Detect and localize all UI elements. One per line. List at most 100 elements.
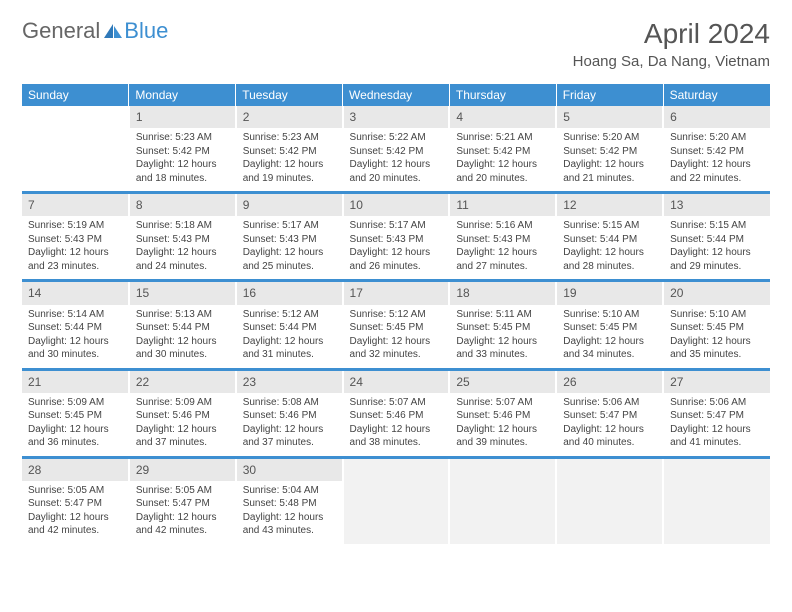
- calendar-cell: 4Sunrise: 5:21 AMSunset: 5:42 PMDaylight…: [449, 106, 556, 193]
- daylight-text-2: and 33 minutes.: [456, 348, 549, 362]
- daylight-text-2: and 24 minutes.: [136, 260, 229, 274]
- sunrise-text: Sunrise: 5:15 AM: [670, 219, 764, 233]
- calendar-cell: 21Sunrise: 5:09 AMSunset: 5:45 PMDayligh…: [22, 369, 129, 457]
- calendar-cell: [22, 106, 129, 193]
- daylight-text-1: Daylight: 12 hours: [563, 158, 656, 172]
- sunset-text: Sunset: 5:43 PM: [28, 233, 122, 247]
- sunrise-text: Sunrise: 5:07 AM: [456, 396, 549, 410]
- day-body: Sunrise: 5:11 AMSunset: 5:45 PMDaylight:…: [450, 305, 555, 368]
- sunset-text: Sunset: 5:47 PM: [670, 409, 764, 423]
- day-header-monday: Monday: [129, 84, 236, 106]
- calendar-cell: 25Sunrise: 5:07 AMSunset: 5:46 PMDayligh…: [449, 369, 556, 457]
- daylight-text-2: and 26 minutes.: [350, 260, 443, 274]
- calendar-cell: 10Sunrise: 5:17 AMSunset: 5:43 PMDayligh…: [343, 193, 450, 281]
- sunrise-text: Sunrise: 5:11 AM: [456, 308, 549, 322]
- sunrise-text: Sunrise: 5:17 AM: [243, 219, 336, 233]
- sunrise-text: Sunrise: 5:06 AM: [670, 396, 764, 410]
- sunset-text: Sunset: 5:44 PM: [563, 233, 656, 247]
- day-body: Sunrise: 5:17 AMSunset: 5:43 PMDaylight:…: [344, 216, 449, 279]
- calendar-cell: 30Sunrise: 5:04 AMSunset: 5:48 PMDayligh…: [236, 457, 343, 544]
- calendar-row: 1Sunrise: 5:23 AMSunset: 5:42 PMDaylight…: [22, 106, 770, 193]
- calendar-cell: [663, 457, 770, 544]
- day-number: 1: [130, 106, 235, 128]
- sunrise-text: Sunrise: 5:23 AM: [243, 131, 336, 145]
- daylight-text-1: Daylight: 12 hours: [243, 511, 336, 525]
- logo: General Blue: [22, 18, 168, 44]
- daylight-text-2: and 43 minutes.: [243, 524, 336, 538]
- sunset-text: Sunset: 5:44 PM: [136, 321, 229, 335]
- day-body: Sunrise: 5:21 AMSunset: 5:42 PMDaylight:…: [450, 128, 555, 191]
- day-number: 21: [22, 371, 128, 393]
- sunset-text: Sunset: 5:46 PM: [136, 409, 229, 423]
- day-body: Sunrise: 5:10 AMSunset: 5:45 PMDaylight:…: [664, 305, 770, 368]
- daylight-text-1: Daylight: 12 hours: [456, 335, 549, 349]
- daylight-text-1: Daylight: 12 hours: [28, 511, 122, 525]
- calendar-cell: 13Sunrise: 5:15 AMSunset: 5:44 PMDayligh…: [663, 193, 770, 281]
- calendar-cell: 1Sunrise: 5:23 AMSunset: 5:42 PMDaylight…: [129, 106, 236, 193]
- sunset-text: Sunset: 5:47 PM: [563, 409, 656, 423]
- day-body: Sunrise: 5:19 AMSunset: 5:43 PMDaylight:…: [22, 216, 128, 279]
- day-number: 3: [344, 106, 449, 128]
- calendar-cell: 14Sunrise: 5:14 AMSunset: 5:44 PMDayligh…: [22, 281, 129, 369]
- sail-icon: [102, 22, 124, 40]
- sunrise-text: Sunrise: 5:08 AM: [243, 396, 336, 410]
- sunset-text: Sunset: 5:45 PM: [563, 321, 656, 335]
- daylight-text-2: and 32 minutes.: [350, 348, 443, 362]
- logo-text-blue: Blue: [124, 18, 168, 44]
- day-number: 27: [664, 371, 770, 393]
- daylight-text-1: Daylight: 12 hours: [350, 158, 443, 172]
- sunset-text: Sunset: 5:45 PM: [670, 321, 764, 335]
- sunrise-text: Sunrise: 5:10 AM: [563, 308, 656, 322]
- sunrise-text: Sunrise: 5:05 AM: [28, 484, 122, 498]
- sunset-text: Sunset: 5:43 PM: [243, 233, 336, 247]
- location: Hoang Sa, Da Nang, Vietnam: [573, 53, 770, 70]
- calendar-cell: 20Sunrise: 5:10 AMSunset: 5:45 PMDayligh…: [663, 281, 770, 369]
- sunrise-text: Sunrise: 5:07 AM: [350, 396, 443, 410]
- daylight-text-1: Daylight: 12 hours: [136, 335, 229, 349]
- calendar-cell: [449, 457, 556, 544]
- day-body: Sunrise: 5:09 AMSunset: 5:46 PMDaylight:…: [130, 393, 235, 456]
- calendar-table: Sunday Monday Tuesday Wednesday Thursday…: [22, 84, 770, 544]
- calendar-cell: 9Sunrise: 5:17 AMSunset: 5:43 PMDaylight…: [236, 193, 343, 281]
- daylight-text-1: Daylight: 12 hours: [136, 158, 229, 172]
- day-number: 30: [237, 459, 342, 481]
- calendar-cell: 12Sunrise: 5:15 AMSunset: 5:44 PMDayligh…: [556, 193, 663, 281]
- daylight-text-2: and 37 minutes.: [136, 436, 229, 450]
- day-number: 11: [450, 194, 555, 216]
- sunset-text: Sunset: 5:46 PM: [350, 409, 443, 423]
- daylight-text-2: and 25 minutes.: [243, 260, 336, 274]
- daylight-text-1: Daylight: 12 hours: [350, 246, 443, 260]
- calendar-cell: 29Sunrise: 5:05 AMSunset: 5:47 PMDayligh…: [129, 457, 236, 544]
- day-header-wednesday: Wednesday: [343, 84, 450, 106]
- daylight-text-1: Daylight: 12 hours: [350, 423, 443, 437]
- daylight-text-2: and 20 minutes.: [456, 172, 549, 186]
- sunset-text: Sunset: 5:44 PM: [28, 321, 122, 335]
- day-number: 16: [237, 282, 342, 304]
- daylight-text-1: Daylight: 12 hours: [670, 246, 764, 260]
- daylight-text-1: Daylight: 12 hours: [563, 246, 656, 260]
- day-number: 20: [664, 282, 770, 304]
- daylight-text-2: and 35 minutes.: [670, 348, 764, 362]
- sunset-text: Sunset: 5:42 PM: [563, 145, 656, 159]
- calendar-row: 14Sunrise: 5:14 AMSunset: 5:44 PMDayligh…: [22, 281, 770, 369]
- day-number: 29: [130, 459, 235, 481]
- daylight-text-2: and 19 minutes.: [243, 172, 336, 186]
- daylight-text-1: Daylight: 12 hours: [243, 246, 336, 260]
- daylight-text-2: and 36 minutes.: [28, 436, 122, 450]
- daylight-text-2: and 34 minutes.: [563, 348, 656, 362]
- daylight-text-2: and 38 minutes.: [350, 436, 443, 450]
- sunset-text: Sunset: 5:42 PM: [136, 145, 229, 159]
- day-number: 24: [344, 371, 449, 393]
- daylight-text-2: and 22 minutes.: [670, 172, 764, 186]
- day-header-sunday: Sunday: [22, 84, 129, 106]
- daylight-text-2: and 30 minutes.: [136, 348, 229, 362]
- day-number: 13: [664, 194, 770, 216]
- sunset-text: Sunset: 5:46 PM: [243, 409, 336, 423]
- sunrise-text: Sunrise: 5:18 AM: [136, 219, 229, 233]
- daylight-text-1: Daylight: 12 hours: [456, 158, 549, 172]
- sunrise-text: Sunrise: 5:09 AM: [136, 396, 229, 410]
- day-number: 4: [450, 106, 555, 128]
- day-body: Sunrise: 5:06 AMSunset: 5:47 PMDaylight:…: [557, 393, 662, 456]
- daylight-text-1: Daylight: 12 hours: [456, 423, 549, 437]
- day-header-thursday: Thursday: [449, 84, 556, 106]
